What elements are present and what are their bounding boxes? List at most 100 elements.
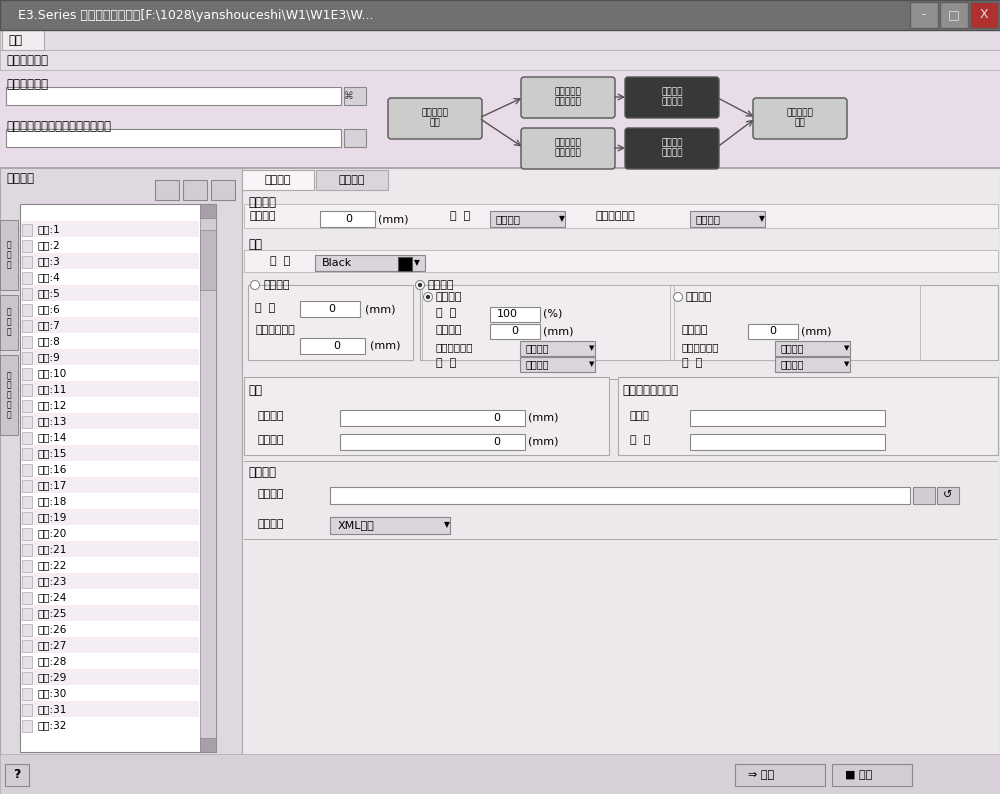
Bar (22, 640, 32, 652)
Bar (22, 672, 32, 684)
Text: ?: ? (13, 769, 21, 781)
Bar (22, 224, 32, 236)
Text: 完整线缆文
件已经生成: 完整线缆文 件已经生成 (555, 87, 581, 106)
Bar (22, 272, 32, 284)
Text: 手动输入: 手动输入 (263, 280, 290, 290)
Text: 针脚: 针脚 (248, 384, 262, 396)
Text: 芯线:13: 芯线:13 (38, 416, 67, 426)
Text: ↺: ↺ (943, 490, 953, 500)
Bar (300, 301, 360, 317)
Bar (21, 605, 199, 621)
Bar (422, 285, 670, 360)
Bar (330, 487, 910, 504)
Bar (2, 30, 44, 50)
Text: ▼: ▼ (589, 361, 594, 367)
Bar (420, 285, 998, 360)
Bar (21, 669, 199, 685)
Text: 芯线:11: 芯线:11 (38, 384, 67, 394)
Bar (913, 487, 935, 504)
Bar (22, 400, 32, 412)
Bar (618, 377, 998, 455)
Bar (248, 285, 413, 360)
Text: 三维标注文件（用于读取线密度）: 三维标注文件（用于读取线密度） (6, 121, 111, 133)
Text: 芯线:19: 芯线:19 (38, 512, 67, 522)
Text: 芯线:14: 芯线:14 (38, 432, 67, 442)
Text: 线缆构成: 线缆构成 (6, 172, 34, 184)
Text: 最小弯曲半径: 最小弯曲半径 (595, 211, 635, 221)
Bar (200, 204, 216, 218)
Text: ▼: ▼ (559, 214, 565, 223)
FancyBboxPatch shape (521, 128, 615, 169)
Text: 直  径: 直 径 (682, 358, 702, 368)
Text: 默认算法: 默认算法 (526, 359, 550, 369)
Bar (0, 754, 1000, 794)
Text: 电缆导线: 电缆导线 (248, 195, 276, 209)
Text: 芯线:15: 芯线:15 (38, 448, 67, 458)
Bar (735, 764, 825, 786)
Bar (937, 487, 959, 504)
Bar (20, 204, 216, 752)
Text: 0: 0 (511, 326, 518, 336)
Bar (21, 637, 199, 653)
Bar (320, 211, 375, 227)
Bar (244, 209, 998, 210)
Bar (520, 341, 595, 356)
Bar (0, 50, 1000, 70)
Text: 芯线:21: 芯线:21 (38, 544, 67, 554)
Bar (5, 764, 29, 786)
Bar (22, 240, 32, 252)
Text: 芯线:7: 芯线:7 (38, 320, 61, 330)
Text: 原始线缆已
装载: 原始线缆已 装载 (422, 108, 448, 128)
Bar (690, 211, 765, 227)
Bar (0, 220, 18, 290)
Text: 排列方式: 排列方式 (258, 435, 285, 445)
Text: 标识符: 标识符 (630, 411, 650, 421)
Bar (244, 379, 998, 380)
Bar (6, 129, 341, 147)
Text: 芯线:18: 芯线:18 (38, 496, 67, 506)
Text: 输出路径: 输出路径 (248, 467, 276, 480)
Text: Black: Black (322, 258, 352, 268)
Text: ▼: ▼ (844, 345, 849, 351)
Bar (155, 180, 179, 200)
Text: 芯线:31: 芯线:31 (38, 704, 67, 714)
Text: 芯线:22: 芯线:22 (38, 560, 67, 570)
Text: 0: 0 (493, 413, 500, 423)
Text: ▼: ▼ (414, 259, 420, 268)
Bar (22, 560, 32, 572)
Bar (22, 304, 32, 316)
Text: 默认算法: 默认算法 (526, 343, 550, 353)
Bar (22, 720, 32, 732)
Bar (6, 87, 341, 105)
Bar (244, 251, 998, 252)
Bar (748, 324, 798, 339)
Bar (22, 464, 32, 476)
Bar (22, 576, 32, 588)
Text: 护套厚度: 护套厚度 (682, 325, 708, 335)
Bar (674, 285, 920, 360)
Text: 芯线:30: 芯线:30 (38, 688, 67, 698)
Text: 芯线:28: 芯线:28 (38, 656, 67, 666)
Bar (211, 180, 235, 200)
Text: (mm): (mm) (528, 413, 558, 423)
Bar (200, 204, 216, 752)
Bar (22, 688, 32, 700)
Text: 直  径: 直 径 (255, 303, 275, 313)
Bar (244, 461, 998, 462)
Bar (22, 480, 32, 492)
Bar (22, 496, 32, 508)
Text: 芯线:4: 芯线:4 (38, 272, 61, 282)
Bar (22, 432, 32, 444)
Bar (21, 573, 199, 589)
Text: 芯线:25: 芯线:25 (38, 608, 67, 618)
Circle shape (416, 280, 424, 290)
Text: 芯线:29: 芯线:29 (38, 672, 67, 682)
Text: 完整选项: 完整选项 (265, 175, 291, 185)
Text: 默认算法: 默认算法 (696, 214, 721, 224)
Bar (490, 211, 565, 227)
Text: 原始线缆文件: 原始线缆文件 (6, 79, 48, 91)
FancyBboxPatch shape (625, 128, 719, 169)
Text: 芯线:9: 芯线:9 (38, 352, 61, 362)
Text: □: □ (948, 9, 960, 21)
Text: 默认算法: 默认算法 (781, 343, 804, 353)
